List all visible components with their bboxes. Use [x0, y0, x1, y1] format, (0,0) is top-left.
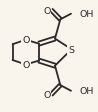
Text: O: O	[22, 60, 29, 69]
Text: O: O	[43, 90, 50, 99]
Text: OH: OH	[80, 86, 94, 95]
Text: O: O	[22, 36, 29, 45]
Text: OH: OH	[80, 10, 94, 19]
Text: S: S	[69, 45, 74, 54]
Text: O: O	[43, 7, 50, 16]
